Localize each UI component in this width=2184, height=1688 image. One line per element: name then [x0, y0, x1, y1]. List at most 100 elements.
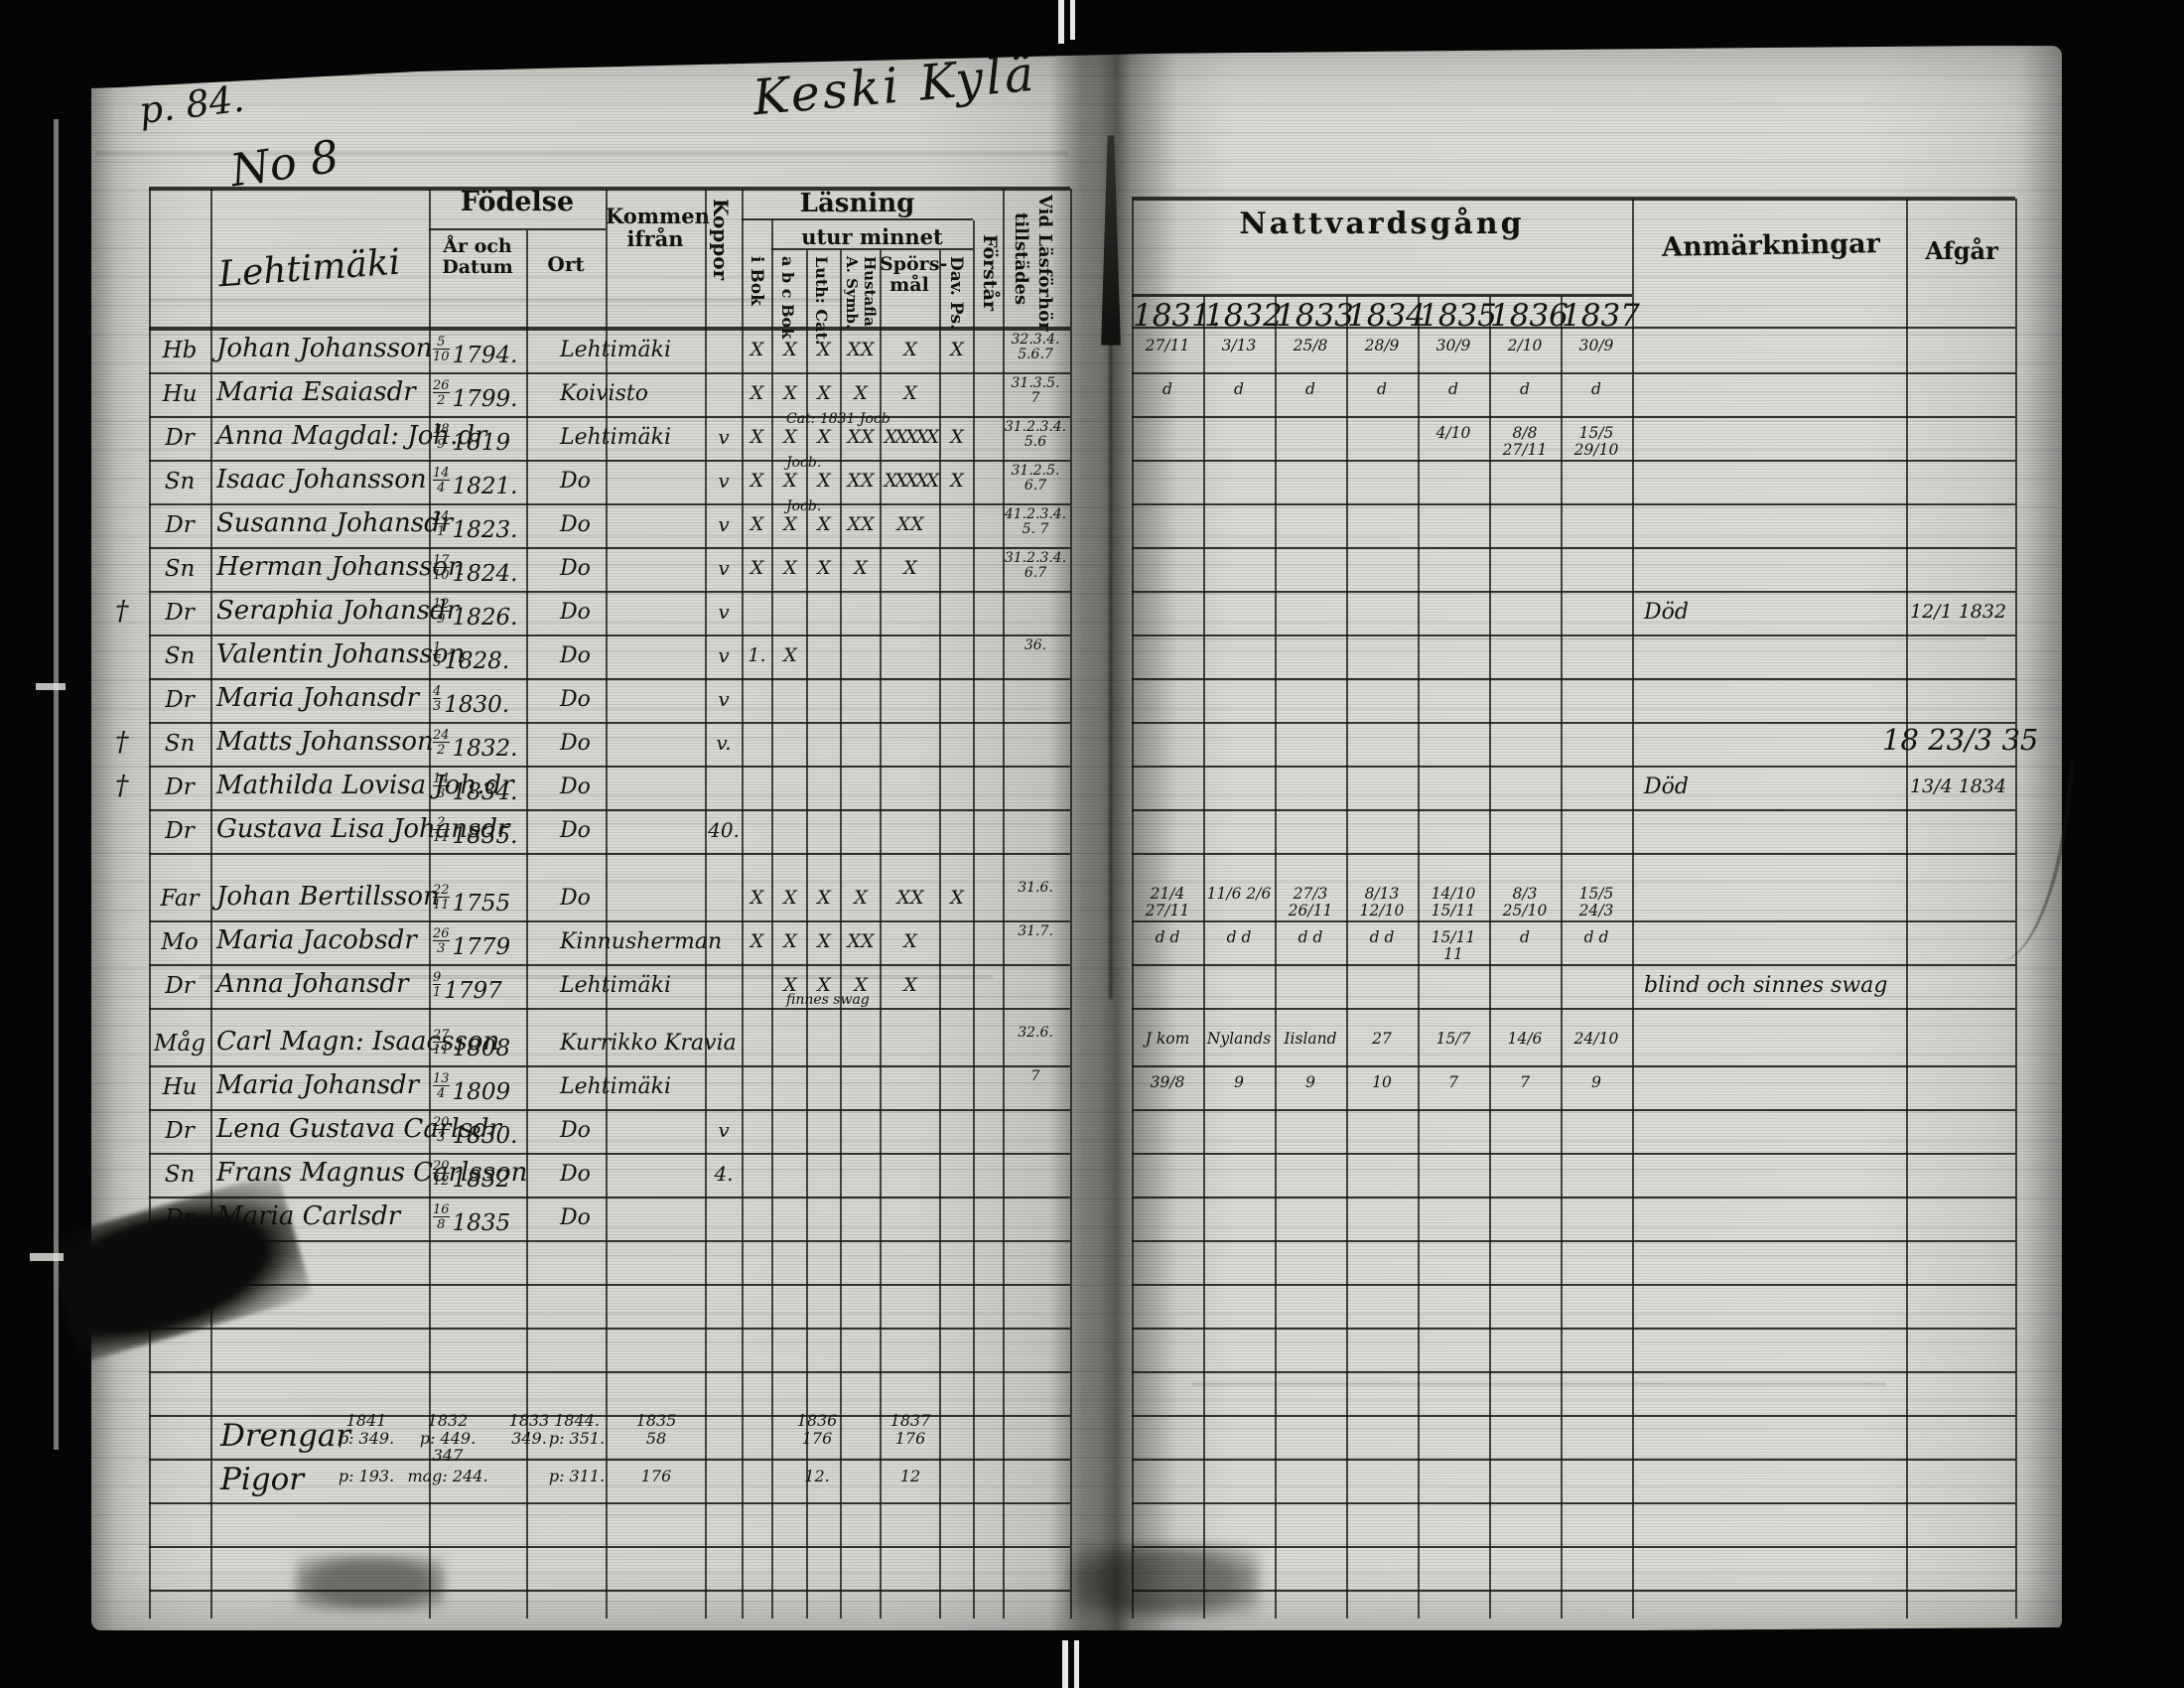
col-header-i-bok: i Bok	[747, 256, 766, 306]
summary-label: Pigor	[220, 1462, 305, 1497]
table-rule-horizontal	[742, 218, 973, 220]
birth-place: Kurrikko Kravia	[560, 1031, 737, 1055]
reading-mark: X	[750, 339, 764, 360]
table-rule-horizontal	[1132, 1008, 2015, 1010]
summary-value: p: 311.	[548, 1467, 606, 1485]
role-label: Hu	[162, 381, 198, 407]
table-rule-horizontal	[149, 1546, 1070, 1548]
table-rule-vertical	[1132, 199, 1134, 1618]
role-label: Mo	[161, 929, 199, 955]
col-header-vid-lasforhor: Vid Läsförhör	[1034, 195, 1055, 332]
table-rule-vertical	[1418, 296, 1420, 1618]
birth-date: 20 3 1830.	[433, 1115, 518, 1149]
birth-date: 13 4 1809	[433, 1071, 511, 1105]
table-rule-horizontal	[1132, 678, 2015, 680]
table-rule-horizontal	[1132, 853, 2015, 855]
col-header-abc-bok: a b c Bok	[778, 256, 797, 340]
table-rule-horizontal	[149, 920, 1070, 922]
koppor-mark: v	[718, 425, 730, 449]
table-rule-horizontal	[149, 547, 1070, 549]
birth-place: Do	[560, 687, 591, 712]
remark-note: blind och sinnes swag	[1644, 973, 1888, 998]
birth-place: Do	[560, 886, 591, 911]
reading-mark: 1.	[748, 644, 766, 666]
communion-entry: d d	[1155, 928, 1180, 946]
communion-entry: d	[1591, 380, 1601, 398]
communion-entry: 7	[1520, 1073, 1530, 1091]
communion-entry: J kom	[1145, 1030, 1190, 1048]
table-rule-vertical	[1561, 296, 1563, 1618]
reading-mark: X	[783, 470, 797, 492]
communion-entry: 27	[1372, 1030, 1392, 1048]
reading-mark: X	[817, 557, 831, 579]
role-label: Måg	[154, 1031, 205, 1056]
communion-entry: d	[1448, 380, 1458, 398]
summary-value: 1841 p: 349.	[338, 1411, 395, 1448]
table-rule-horizontal	[1132, 964, 2015, 966]
table-rule-horizontal	[1132, 1196, 2015, 1198]
communion-entry: 30/9	[1435, 337, 1471, 354]
table-rule-vertical	[1632, 199, 1634, 1618]
col-header-hustafla: Hustafla	[861, 256, 879, 327]
attendance-numbers: 7	[1030, 1068, 1040, 1084]
reading-mark: X	[750, 470, 764, 492]
table-rule-vertical	[1203, 296, 1205, 1618]
communion-entry: 15/7	[1435, 1030, 1471, 1048]
birth-place: Lehtimäki	[560, 1074, 672, 1099]
person-name: Carl Magn: Isaacsson	[216, 1027, 500, 1056]
table-rule-horizontal	[149, 964, 1070, 966]
table-rule-horizontal	[149, 1109, 1070, 1111]
table-rule-horizontal	[149, 1590, 1070, 1592]
table-rule-horizontal	[149, 678, 1070, 680]
birth-date: 17 10 1824.	[433, 553, 518, 587]
col-header-dav-ps: Dav. Ps.	[946, 256, 966, 331]
summary-value: 1837 176	[889, 1411, 931, 1448]
person-name: Matts Johansson	[216, 727, 434, 757]
reading-mark: XXXXX	[884, 426, 940, 448]
reading-mark: XX	[847, 513, 875, 535]
table-rule-horizontal	[1132, 1328, 2015, 1330]
table-rule-vertical	[1489, 296, 1491, 1618]
birth-date: 26 2 1799.	[433, 378, 518, 412]
summary-value: mag: 244.	[407, 1467, 488, 1485]
col-header-tillstades: tillstädes	[1011, 212, 1031, 306]
reading-mark: X	[783, 513, 797, 535]
table-rule-horizontal	[1132, 1240, 2015, 1242]
table-rule-horizontal	[149, 809, 1070, 811]
table-rule-vertical	[742, 189, 744, 1618]
communion-entry: 3/13	[1221, 337, 1257, 354]
person-name: Mathilda Lovisa Joh.dr	[216, 771, 514, 800]
reading-mark: X	[854, 974, 868, 996]
table-rule-horizontal	[1132, 1109, 2015, 1111]
communion-entry: Iisland	[1284, 1030, 1337, 1048]
person-name: Lena Gustava Carlsdr	[216, 1114, 501, 1144]
role-label: Sn	[164, 1162, 196, 1188]
communion-entry: 14/6	[1507, 1030, 1543, 1048]
reading-mark: X	[817, 887, 831, 909]
table-rule-vertical	[149, 189, 151, 1618]
col-header-a-symb: A. Symb.	[843, 256, 861, 330]
col-header-utur-minnet: utur minnet	[801, 224, 943, 249]
table-rule-horizontal	[771, 248, 973, 250]
reading-mark: X	[950, 887, 964, 909]
reading-mark: XX	[847, 470, 875, 492]
communion-entry: 10	[1372, 1073, 1392, 1091]
role-label: Sn	[164, 469, 196, 494]
spine-highlight	[54, 119, 59, 1450]
role-label: Dr	[165, 774, 195, 800]
table-rule-horizontal	[149, 722, 1070, 724]
attendance-numbers: 31.6.	[1018, 880, 1053, 896]
communion-entry: d	[1234, 380, 1244, 398]
birth-date: 18 9 1819	[433, 422, 511, 456]
remark-note: Död	[1644, 774, 1689, 799]
departure-note: 13/4 1834	[1910, 775, 2007, 797]
attendance-numbers: 32.6.	[1018, 1025, 1053, 1041]
communion-entry: d d	[1297, 928, 1323, 946]
koppor-mark: v	[718, 600, 730, 624]
table-rule-vertical	[880, 250, 882, 1618]
table-rule-horizontal	[1132, 416, 2015, 418]
communion-entry: 14/10 15/11	[1431, 885, 1476, 920]
reading-mark: X	[817, 513, 831, 535]
table-rule-horizontal	[1132, 547, 2015, 549]
communion-entry: d d	[1583, 928, 1609, 946]
